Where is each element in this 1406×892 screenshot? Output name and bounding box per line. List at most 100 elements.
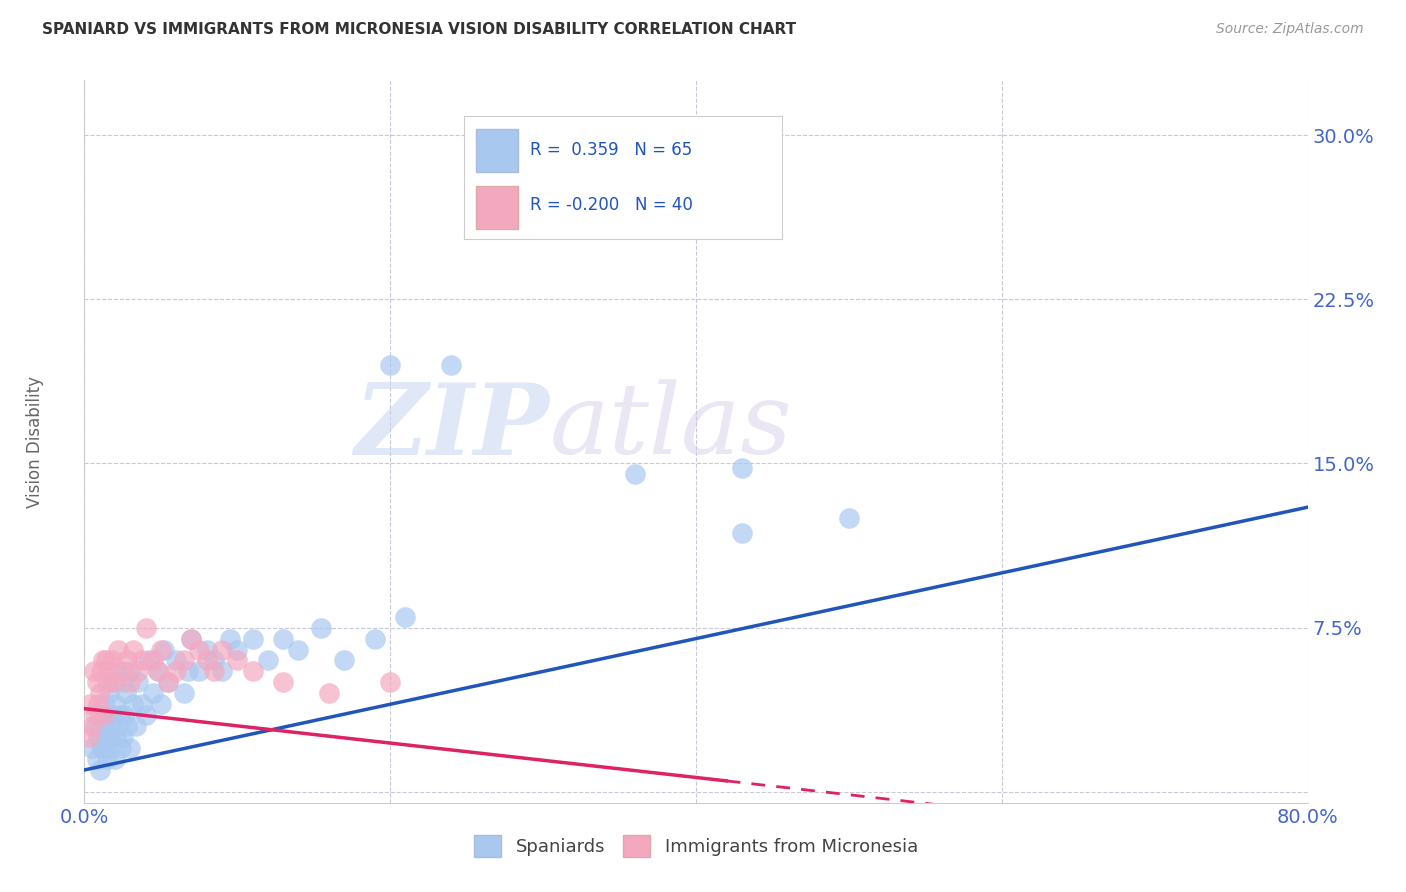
- Point: [149, 642, 172, 657]
- Point: [101, 675, 124, 690]
- Point: [135, 708, 157, 723]
- Point: [380, 675, 402, 690]
- Point: [218, 632, 240, 646]
- Point: [173, 653, 195, 667]
- Point: [180, 632, 202, 646]
- Point: [87, 698, 110, 712]
- Point: [135, 621, 157, 635]
- Point: [211, 642, 233, 657]
- Point: [120, 675, 142, 690]
- Point: [98, 741, 121, 756]
- Point: [103, 708, 125, 723]
- Point: [77, 730, 100, 744]
- Point: [731, 460, 754, 475]
- Point: [440, 358, 463, 372]
- Point: [211, 665, 233, 679]
- Point: [157, 675, 180, 690]
- Point: [131, 653, 153, 667]
- Point: [86, 752, 108, 766]
- Point: [180, 632, 202, 646]
- Point: [287, 642, 309, 657]
- Point: [125, 719, 148, 733]
- Point: [104, 675, 127, 690]
- Point: [112, 708, 135, 723]
- Point: [242, 632, 264, 646]
- Point: [96, 752, 118, 766]
- Point: [87, 730, 110, 744]
- Point: [89, 763, 111, 777]
- Point: [122, 642, 145, 657]
- Text: SPANIARD VS IMMIGRANTS FROM MICRONESIA VISION DISABILITY CORRELATION CHART: SPANIARD VS IMMIGRANTS FROM MICRONESIA V…: [42, 22, 796, 37]
- Point: [142, 653, 165, 667]
- Point: [138, 653, 160, 667]
- Point: [93, 741, 115, 756]
- Point: [177, 665, 200, 679]
- Point: [195, 653, 218, 667]
- Text: Source: ZipAtlas.com: Source: ZipAtlas.com: [1216, 22, 1364, 37]
- Point: [94, 653, 117, 667]
- Point: [165, 665, 187, 679]
- Point: [115, 653, 138, 667]
- Point: [394, 609, 416, 624]
- Point: [107, 665, 129, 679]
- Point: [114, 686, 136, 700]
- Point: [333, 653, 356, 667]
- Point: [226, 653, 249, 667]
- Point: [146, 665, 169, 679]
- Point: [96, 708, 118, 723]
- Point: [110, 741, 132, 756]
- Point: [91, 719, 114, 733]
- Point: [97, 730, 120, 744]
- Point: [226, 642, 249, 657]
- Point: [173, 686, 195, 700]
- Point: [157, 675, 180, 690]
- Text: ZIP: ZIP: [354, 379, 550, 475]
- Point: [97, 686, 120, 700]
- Point: [195, 642, 218, 657]
- Point: [83, 665, 105, 679]
- Point: [96, 675, 118, 690]
- Point: [91, 653, 114, 667]
- Point: [84, 708, 107, 723]
- Point: [97, 665, 120, 679]
- Point: [86, 675, 108, 690]
- Point: [318, 686, 340, 700]
- Point: [271, 632, 294, 646]
- Point: [89, 708, 111, 723]
- Point: [80, 719, 103, 733]
- Point: [101, 653, 124, 667]
- Point: [93, 708, 115, 723]
- Point: [311, 621, 333, 635]
- Point: [165, 653, 187, 667]
- Point: [79, 698, 101, 712]
- Point: [188, 642, 211, 657]
- Point: [146, 665, 169, 679]
- Point: [731, 526, 754, 541]
- Point: [104, 752, 127, 766]
- Point: [624, 161, 647, 175]
- Point: [105, 730, 128, 744]
- Point: [90, 741, 112, 756]
- Point: [364, 632, 387, 646]
- Point: [90, 665, 112, 679]
- Point: [115, 719, 138, 733]
- Point: [101, 719, 124, 733]
- Point: [111, 665, 134, 679]
- Point: [84, 719, 107, 733]
- Point: [80, 741, 103, 756]
- Text: atlas: atlas: [550, 379, 792, 475]
- Point: [202, 665, 225, 679]
- Point: [142, 686, 165, 700]
- Point: [271, 675, 294, 690]
- Point: [89, 686, 111, 700]
- Point: [111, 675, 134, 690]
- Point: [380, 358, 402, 372]
- Point: [242, 665, 264, 679]
- Point: [149, 698, 172, 712]
- Point: [107, 719, 129, 733]
- Point: [153, 642, 176, 657]
- Point: [120, 741, 142, 756]
- Point: [104, 698, 127, 712]
- Legend: Spaniards, Immigrants from Micronesia: Spaniards, Immigrants from Micronesia: [465, 826, 927, 866]
- Point: [188, 665, 211, 679]
